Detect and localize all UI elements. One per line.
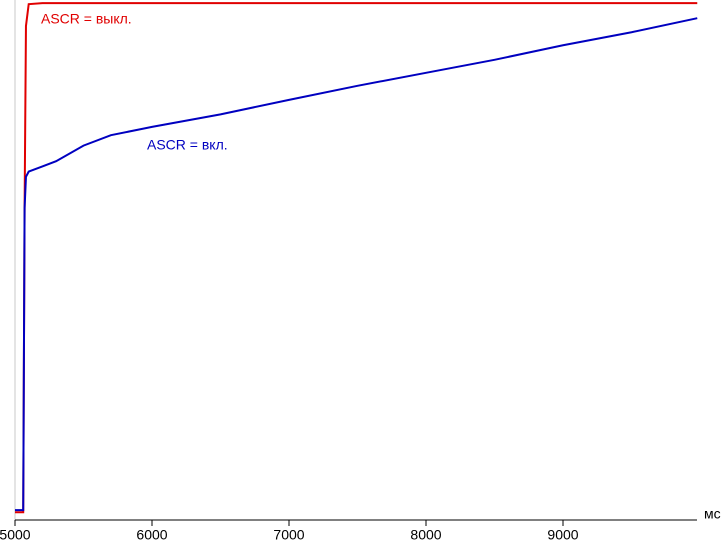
series-label: ASCR = выкл. — [41, 11, 132, 27]
x-axis-label: мс — [704, 506, 721, 522]
x-tick-label: 8000 — [410, 527, 441, 543]
data-line — [15, 2, 698, 514]
x-tick-label: 9000 — [547, 527, 578, 543]
series-label: ASCR = вкл. — [147, 137, 228, 153]
x-tick-label: 6000 — [136, 527, 167, 543]
x-tick-label: 5000 — [0, 527, 31, 543]
x-tick-label: 7000 — [273, 527, 304, 543]
data-line — [15, 17, 698, 512]
